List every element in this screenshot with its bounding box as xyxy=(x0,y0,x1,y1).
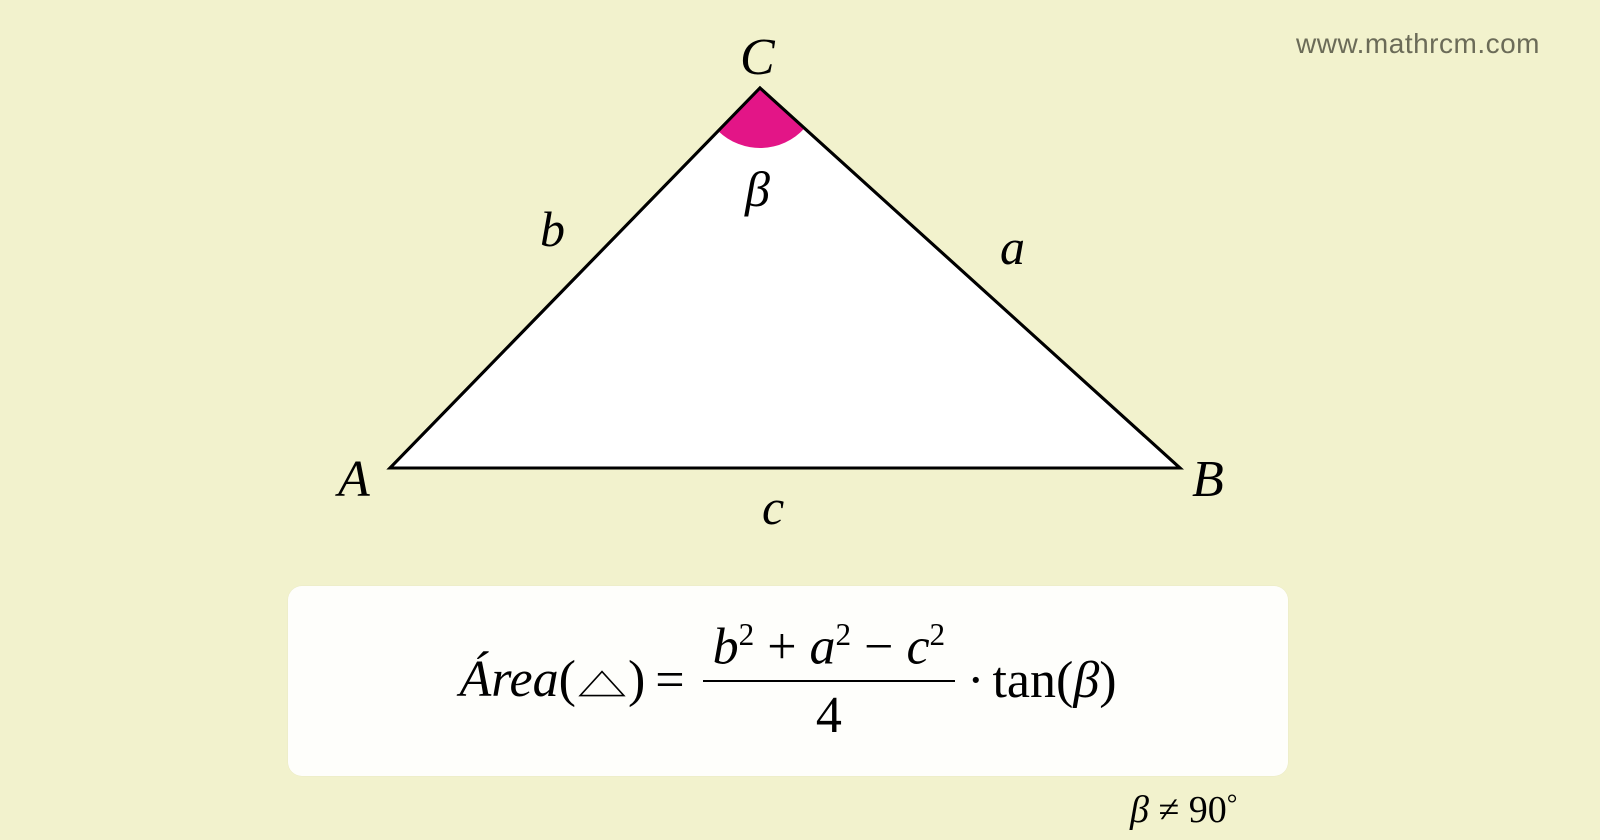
formula-box: Área() = b2 + a2 − c2 4 · tan(β) xyxy=(288,586,1288,776)
side-label-b: b xyxy=(540,200,565,258)
fraction: b2 + a2 − c2 4 xyxy=(703,617,956,745)
angle-label-beta: β xyxy=(745,160,770,218)
tan-paren-open: ( xyxy=(1056,652,1073,709)
paren-open: ( xyxy=(559,651,576,708)
tan-paren-close: ) xyxy=(1099,652,1116,709)
paren-close: ) xyxy=(628,651,645,708)
formula-lhs: Área() xyxy=(459,650,645,711)
side-label-a: a xyxy=(1000,218,1025,276)
area-formula: Área() = b2 + a2 − c2 4 · tan(β) xyxy=(459,617,1116,745)
vertex-label-a: A xyxy=(338,450,370,509)
dot-operator: · xyxy=(967,651,984,710)
vertex-label-c: C xyxy=(740,28,775,87)
equals-sign: = xyxy=(655,651,684,710)
vertex-label-b: B xyxy=(1192,450,1224,509)
constraint-text: β ≠ 90° xyxy=(1130,788,1237,832)
tan-beta: β xyxy=(1073,652,1099,709)
fraction-denominator: 4 xyxy=(806,682,852,745)
side-label-c: c xyxy=(762,478,784,536)
tan-expression: tan(β) xyxy=(992,651,1116,710)
triangle-icon xyxy=(576,652,628,711)
tan-text: tan xyxy=(992,652,1056,709)
formula-area-word: Área xyxy=(459,651,558,708)
watermark-text: www.mathrcm.com xyxy=(1296,28,1540,60)
fraction-numerator: b2 + a2 − c2 xyxy=(703,617,956,680)
